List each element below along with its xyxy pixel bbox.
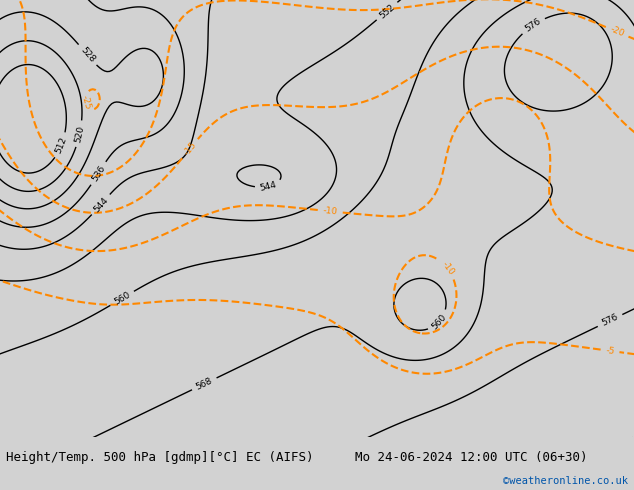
Text: 512: 512 <box>54 136 68 155</box>
Text: 544: 544 <box>92 195 110 214</box>
Text: -20: -20 <box>609 25 626 39</box>
Text: 560: 560 <box>430 312 448 331</box>
Text: 584: 584 <box>624 434 634 449</box>
Text: 576: 576 <box>524 17 543 34</box>
Text: 544: 544 <box>259 180 278 193</box>
Text: -10: -10 <box>440 260 456 277</box>
Text: 568: 568 <box>195 376 214 392</box>
Text: 576: 576 <box>600 313 620 328</box>
Text: 528: 528 <box>79 46 96 64</box>
Text: Height/Temp. 500 hPa [gdmp][°C] EC (AIFS): Height/Temp. 500 hPa [gdmp][°C] EC (AIFS… <box>6 451 314 464</box>
Text: -5: -5 <box>605 346 615 356</box>
Text: -15: -15 <box>182 140 198 157</box>
Text: ©weatheronline.co.uk: ©weatheronline.co.uk <box>503 476 628 486</box>
Text: 520: 520 <box>74 124 86 143</box>
Text: Mo 24-06-2024 12:00 UTC (06+30): Mo 24-06-2024 12:00 UTC (06+30) <box>355 451 588 464</box>
Text: 552: 552 <box>378 2 396 20</box>
Text: -25: -25 <box>80 95 93 111</box>
Text: 536: 536 <box>90 164 107 183</box>
Text: 560: 560 <box>112 290 132 307</box>
Text: -10: -10 <box>322 206 338 217</box>
